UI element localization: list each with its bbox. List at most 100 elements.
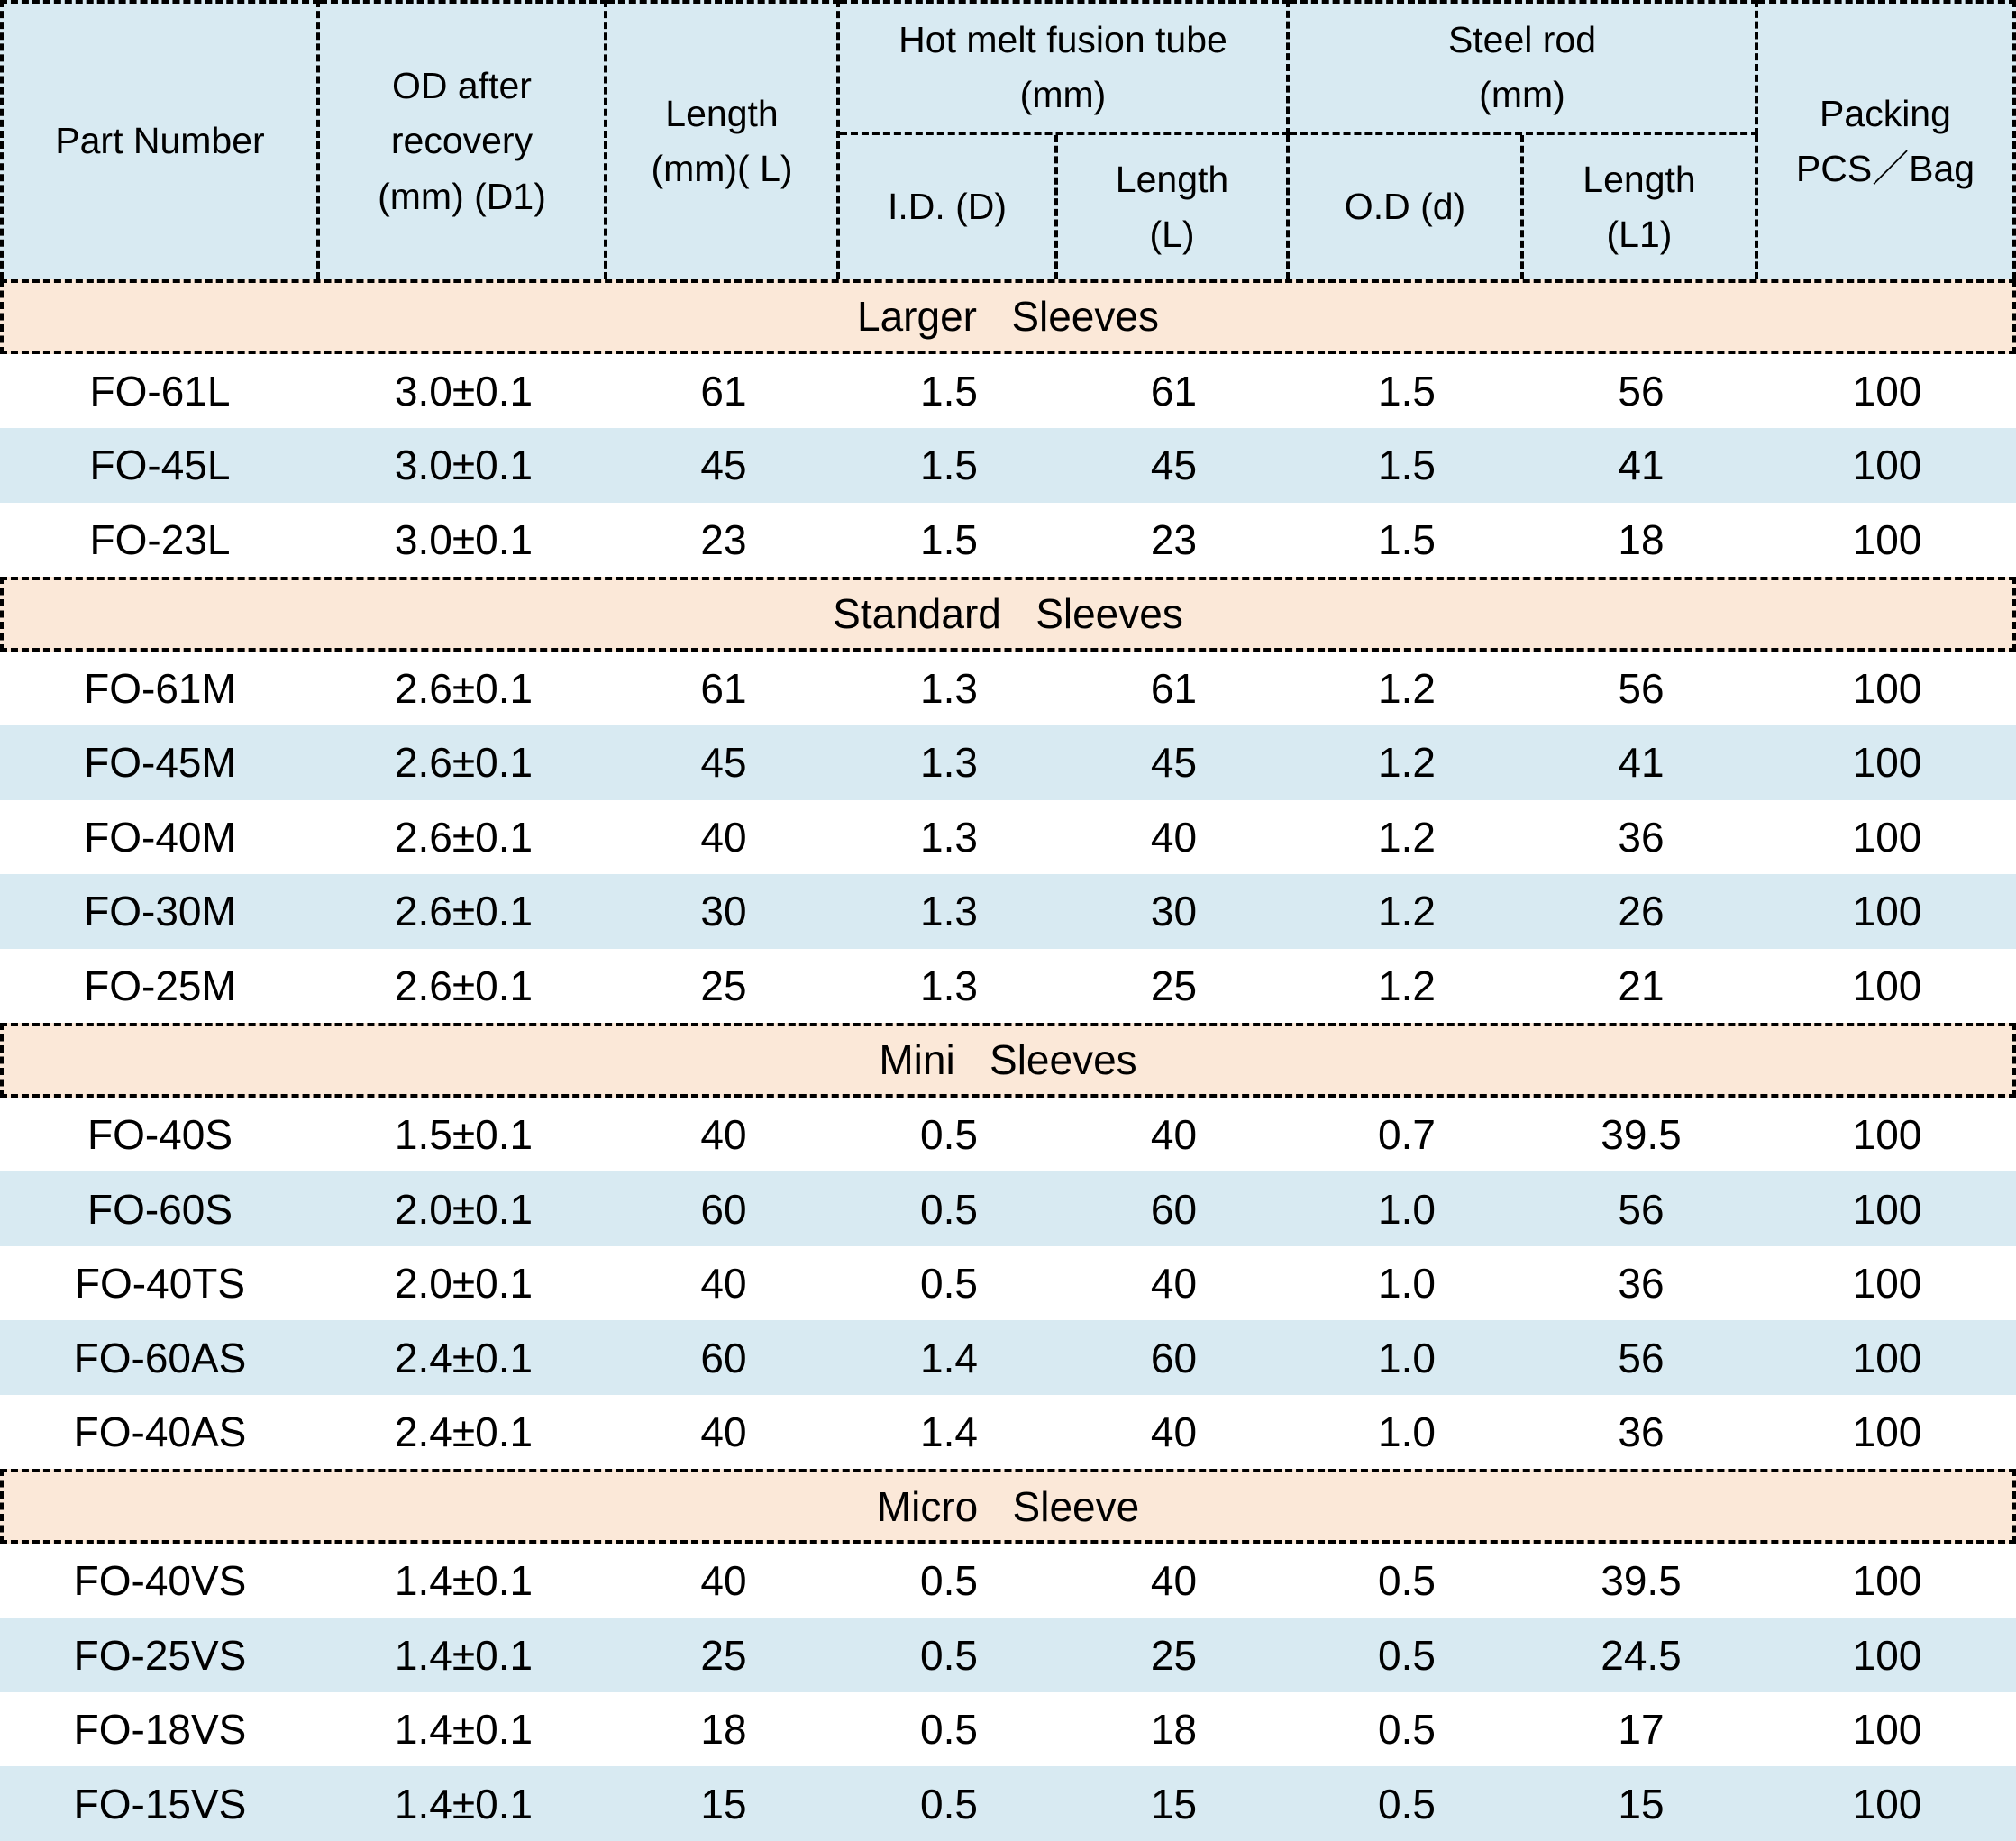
table-cell: 1.0 bbox=[1290, 1245, 1524, 1321]
group-header-steel-rod: Steel rod (mm) bbox=[1290, 0, 1758, 135]
table-cell: 56 bbox=[1524, 1320, 1758, 1395]
table-cell: 2.6±0.1 bbox=[320, 948, 607, 1024]
table-cell: 61 bbox=[607, 353, 840, 429]
part-number-cell: FO-60AS bbox=[0, 1320, 320, 1395]
table-cell: 100 bbox=[1758, 1618, 2016, 1692]
table-cell: 1.3 bbox=[840, 799, 1058, 875]
table-cell: 1.0 bbox=[1290, 1394, 1524, 1470]
table-cell: 40 bbox=[1058, 1097, 1290, 1172]
table-cell: 25 bbox=[1058, 948, 1290, 1024]
table-cell: 100 bbox=[1758, 502, 2016, 578]
table-cell: 41 bbox=[1524, 725, 1758, 800]
table-cell: 60 bbox=[607, 1171, 840, 1246]
table-cell: 2.0±0.1 bbox=[320, 1171, 607, 1246]
table-cell: 100 bbox=[1758, 1543, 2016, 1618]
table-cell: 1.3 bbox=[840, 725, 1058, 800]
table-cell: 39.5 bbox=[1524, 1543, 1758, 1618]
header-od-after-recovery: OD after recovery (mm) (D1) bbox=[320, 0, 607, 279]
table-cell: 100 bbox=[1758, 1320, 2016, 1395]
table-cell: 0.5 bbox=[1290, 1766, 1524, 1841]
part-number-cell: FO-45M bbox=[0, 725, 320, 800]
table-cell: 18 bbox=[1058, 1691, 1290, 1767]
table-cell: 100 bbox=[1758, 428, 2016, 503]
table-cell: 40 bbox=[607, 1097, 840, 1172]
part-number-cell: FO-30M bbox=[0, 874, 320, 949]
table-cell: 1.5±0.1 bbox=[320, 1097, 607, 1172]
table-cell: 100 bbox=[1758, 1691, 2016, 1767]
part-number-cell: FO-60S bbox=[0, 1171, 320, 1246]
table-cell: 45 bbox=[607, 725, 840, 800]
table-cell: 56 bbox=[1524, 353, 1758, 429]
table-cell: 1.2 bbox=[1290, 874, 1524, 949]
part-number-cell: FO-25VS bbox=[0, 1618, 320, 1692]
table-cell: 0.5 bbox=[840, 1766, 1058, 1841]
table-cell: 2.0±0.1 bbox=[320, 1245, 607, 1321]
table-cell: 1.2 bbox=[1290, 725, 1524, 800]
table-cell: 0.5 bbox=[1290, 1543, 1524, 1618]
table-cell: 0.5 bbox=[840, 1691, 1058, 1767]
table-cell: 2.6±0.1 bbox=[320, 651, 607, 726]
table-cell: 25 bbox=[607, 948, 840, 1024]
section-header-larger-sleeves: Larger Sleeves bbox=[0, 279, 2016, 354]
table-cell: 23 bbox=[1058, 502, 1290, 578]
table-cell: 1.4±0.1 bbox=[320, 1543, 607, 1618]
table-cell: 45 bbox=[1058, 725, 1290, 800]
table-cell: 40 bbox=[607, 799, 840, 875]
header-length: Length (mm)( L) bbox=[607, 0, 840, 279]
header-hot-melt-length: Length (L) bbox=[1058, 135, 1290, 279]
table-cell: 15 bbox=[1058, 1766, 1290, 1841]
table-cell: 100 bbox=[1758, 948, 2016, 1024]
table-cell: 40 bbox=[1058, 1245, 1290, 1321]
table-cell: 100 bbox=[1758, 651, 2016, 726]
table-cell: 18 bbox=[607, 1691, 840, 1767]
part-number-cell: FO-15VS bbox=[0, 1766, 320, 1841]
table-cell: 1.3 bbox=[840, 651, 1058, 726]
part-number-cell: FO-40M bbox=[0, 799, 320, 875]
table-cell: 100 bbox=[1758, 353, 2016, 429]
table-cell: 0.5 bbox=[1290, 1618, 1524, 1692]
table-cell: 1.4±0.1 bbox=[320, 1618, 607, 1692]
table-cell: 2.4±0.1 bbox=[320, 1320, 607, 1395]
table-cell: 1.3 bbox=[840, 948, 1058, 1024]
table-cell: 0.5 bbox=[840, 1171, 1058, 1246]
header-steel-rod-od: O.D (d) bbox=[1290, 135, 1524, 279]
table-cell: 56 bbox=[1524, 651, 1758, 726]
part-number-cell: FO-40VS bbox=[0, 1543, 320, 1618]
section-header-standard-sleeves: Standard Sleeves bbox=[0, 577, 2016, 652]
table-cell: 100 bbox=[1758, 874, 2016, 949]
header-steel-rod-length: Length (L1) bbox=[1524, 135, 1758, 279]
group-header-hot-melt-fusion-tube: Hot melt fusion tube (mm) bbox=[840, 0, 1290, 135]
table-cell: 100 bbox=[1758, 1394, 2016, 1470]
table-cell: 0.5 bbox=[1290, 1691, 1524, 1767]
table-cell: 25 bbox=[1058, 1618, 1290, 1692]
table-cell: 40 bbox=[607, 1394, 840, 1470]
table-cell: 1.2 bbox=[1290, 799, 1524, 875]
table-cell: 25 bbox=[607, 1618, 840, 1692]
table-cell: 45 bbox=[1058, 428, 1290, 503]
part-number-cell: FO-40AS bbox=[0, 1394, 320, 1470]
table-cell: 2.6±0.1 bbox=[320, 799, 607, 875]
table-cell: 100 bbox=[1758, 725, 2016, 800]
table-cell: 36 bbox=[1524, 1394, 1758, 1470]
table-cell: 0.5 bbox=[840, 1618, 1058, 1692]
table-cell: 30 bbox=[1058, 874, 1290, 949]
table-cell: 2.6±0.1 bbox=[320, 874, 607, 949]
table-cell: 60 bbox=[1058, 1320, 1290, 1395]
part-number-cell: FO-45L bbox=[0, 428, 320, 503]
part-number-cell: FO-61M bbox=[0, 651, 320, 726]
table-cell: 2.4±0.1 bbox=[320, 1394, 607, 1470]
table-cell: 36 bbox=[1524, 1245, 1758, 1321]
table-cell: 40 bbox=[1058, 1394, 1290, 1470]
table-cell: 15 bbox=[607, 1766, 840, 1841]
header-hot-melt-id: I.D. (D) bbox=[840, 135, 1058, 279]
table-cell: 0.7 bbox=[1290, 1097, 1524, 1172]
header-packing: Packing PCS／Bag bbox=[1758, 0, 2016, 279]
table-cell: 15 bbox=[1524, 1766, 1758, 1841]
table-cell: 23 bbox=[607, 502, 840, 578]
table-cell: 26 bbox=[1524, 874, 1758, 949]
part-number-cell: FO-61L bbox=[0, 353, 320, 429]
table-cell: 30 bbox=[607, 874, 840, 949]
table-cell: 60 bbox=[607, 1320, 840, 1395]
